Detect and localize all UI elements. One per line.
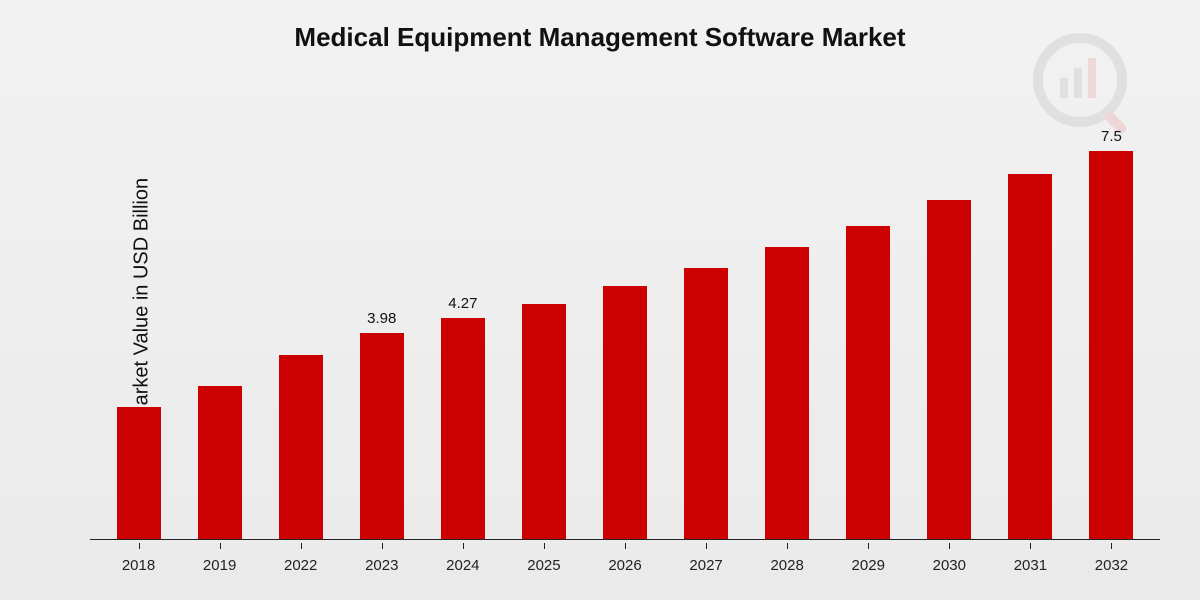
- bar: [360, 333, 404, 539]
- bar-slot: 3.98: [341, 115, 422, 539]
- x-tick: 2032: [1071, 557, 1152, 574]
- x-tick: 2026: [584, 557, 665, 574]
- bar-slot: [260, 115, 341, 539]
- chart-area: 3.98 4.27 7.5: [90, 115, 1160, 540]
- bar-slot: [909, 115, 990, 539]
- bar-slot: [828, 115, 909, 539]
- x-tick: 2024: [422, 557, 503, 574]
- bar-slot: [990, 115, 1071, 539]
- bar: [1089, 151, 1133, 539]
- x-tick: 2019: [179, 557, 260, 574]
- value-label: 7.5: [1081, 128, 1141, 145]
- bar: [684, 268, 728, 539]
- value-label: 3.98: [352, 310, 412, 327]
- value-label: 4.27: [433, 295, 493, 312]
- x-tick: 2028: [747, 557, 828, 574]
- bar: [117, 407, 161, 539]
- bar: [279, 355, 323, 539]
- x-axis-labels: 2018201920222023202420252026202720282029…: [90, 557, 1160, 574]
- x-tick: 2022: [260, 557, 341, 574]
- bar: [522, 304, 566, 539]
- bar-slot: 7.5: [1071, 115, 1152, 539]
- chart-title: Medical Equipment Management Software Ma…: [0, 0, 1200, 53]
- bar: [441, 318, 485, 539]
- bar-slot: [747, 115, 828, 539]
- bar-slot: [584, 115, 665, 539]
- bar: [603, 286, 647, 539]
- bar: [198, 386, 242, 539]
- x-tick: 2030: [909, 557, 990, 574]
- x-tick: 2025: [503, 557, 584, 574]
- bar-slot: [503, 115, 584, 539]
- bar-slot: [666, 115, 747, 539]
- x-tick: 2031: [990, 557, 1071, 574]
- bar: [765, 247, 809, 539]
- bar-slot: [98, 115, 179, 539]
- x-tick: 2023: [341, 557, 422, 574]
- bars-container: 3.98 4.27 7.5: [90, 115, 1160, 539]
- x-tick: 2027: [666, 557, 747, 574]
- bar-slot: [179, 115, 260, 539]
- bar-slot: 4.27: [422, 115, 503, 539]
- bar: [927, 200, 971, 539]
- bar: [1008, 174, 1052, 539]
- x-tick: 2029: [828, 557, 909, 574]
- bar: [846, 226, 890, 539]
- x-tick: 2018: [98, 557, 179, 574]
- plot-area: 3.98 4.27 7.5: [90, 115, 1160, 540]
